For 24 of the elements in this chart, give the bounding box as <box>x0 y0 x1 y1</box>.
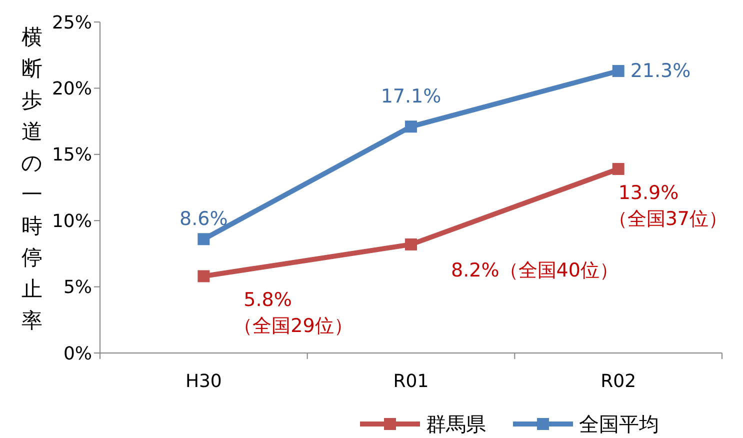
y-tick-label: 15% <box>52 144 92 166</box>
point <box>198 270 210 282</box>
point <box>198 233 210 246</box>
data-label: 13.9% （全国37位） <box>608 182 728 230</box>
y-tick-label: 25% <box>52 12 92 34</box>
point <box>612 64 624 77</box>
data-label: 21.3% <box>630 60 691 82</box>
data-label: 8.6% <box>180 208 228 230</box>
point <box>612 162 624 175</box>
y-tick-label: 0% <box>63 343 92 364</box>
legend-label: 群馬県 <box>426 412 486 436</box>
data-label: 5.8% （全国29位） <box>234 289 353 338</box>
y-tick-label: 10% <box>52 210 92 232</box>
data-label: 8.2%（全国40位） <box>451 259 618 282</box>
point <box>405 238 417 250</box>
x-tick-label: R01 <box>393 371 429 392</box>
data-label: 17.1% <box>380 86 442 108</box>
x-tick-label: R02 <box>600 371 636 392</box>
x-tick-label: H30 <box>185 371 222 392</box>
text: 横断歩道の一時停止率 <box>21 25 43 332</box>
point <box>405 120 417 133</box>
y-tick-label: 5% <box>63 277 92 298</box>
legend-label: 全国平均 <box>579 412 659 436</box>
y-tick-label: 20% <box>52 78 92 100</box>
